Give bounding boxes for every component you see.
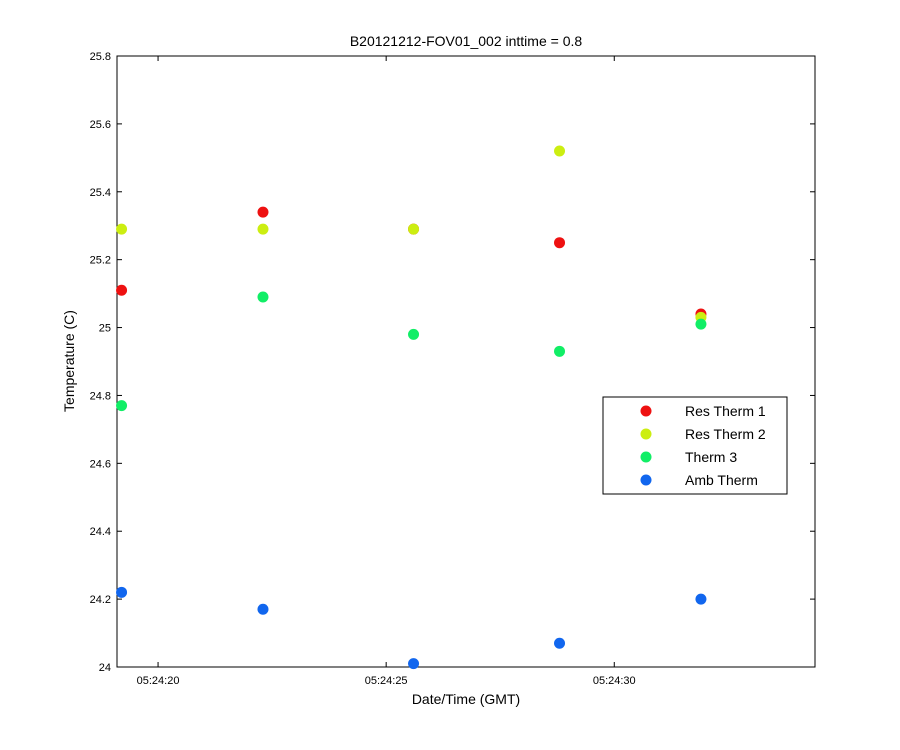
plot-area [116, 55, 816, 668]
x-axis-title: Date/Time (GMT) [412, 691, 520, 707]
chart-title: B20121212-FOV01_002 inttime = 0.8 [350, 33, 583, 49]
point-therm-3 [116, 400, 128, 412]
y-tick-label: 24.6 [90, 458, 111, 470]
point-res-therm-2 [257, 223, 269, 235]
y-tick-label: 24.2 [90, 594, 111, 606]
legend-marker [640, 474, 652, 486]
y-tick-label: 25.8 [90, 51, 111, 63]
legend-marker [640, 428, 652, 440]
point-therm-3 [257, 291, 269, 303]
y-tick-label: 25.6 [90, 119, 111, 131]
y-tick-label: 25 [99, 323, 111, 335]
x-tick-label: 05:24:30 [593, 675, 636, 687]
y-tick-label: 24.8 [90, 390, 111, 402]
legend-marker [640, 451, 652, 463]
y-tick-label: 24.4 [90, 526, 111, 538]
legend-label: Amb Therm [685, 472, 758, 488]
y-tick-label: 25.2 [90, 255, 111, 267]
point-res-therm-1 [257, 206, 269, 218]
legend-label: Res Therm 2 [685, 426, 766, 442]
y-axis-title: Temperature (C) [61, 310, 77, 412]
x-tick-label: 05:24:20 [137, 675, 180, 687]
point-res-therm-2 [116, 223, 128, 235]
y-tick-label: 25.4 [90, 187, 111, 199]
data-points [116, 145, 707, 670]
point-amb-therm [116, 586, 128, 598]
point-res-therm-2 [408, 223, 420, 235]
point-therm-3 [554, 345, 566, 357]
point-therm-3 [695, 318, 707, 330]
point-res-therm-1 [554, 237, 566, 249]
point-amb-therm [408, 658, 420, 670]
legend-label: Res Therm 1 [685, 403, 766, 419]
point-amb-therm [695, 593, 707, 605]
x-axis: 05:24:20 05:24:25 05:24:30 [137, 56, 636, 687]
legend-label: Therm 3 [685, 449, 737, 465]
point-therm-3 [408, 328, 420, 340]
legend: Res Therm 1 Res Therm 2 Therm 3 Amb Therm [602, 396, 788, 495]
y-axis: 24 24.2 24.4 24.6 24.8 25 25.2 25.4 25.6 25.8 [90, 51, 815, 674]
y-tick-label: 24 [99, 662, 111, 674]
point-res-therm-1 [116, 284, 128, 296]
point-amb-therm [257, 603, 269, 615]
x-tick-label: 05:24:25 [365, 675, 408, 687]
legend-box [602, 396, 788, 495]
legend-marker [640, 405, 652, 417]
point-amb-therm [554, 637, 566, 649]
point-res-therm-2 [554, 145, 566, 157]
